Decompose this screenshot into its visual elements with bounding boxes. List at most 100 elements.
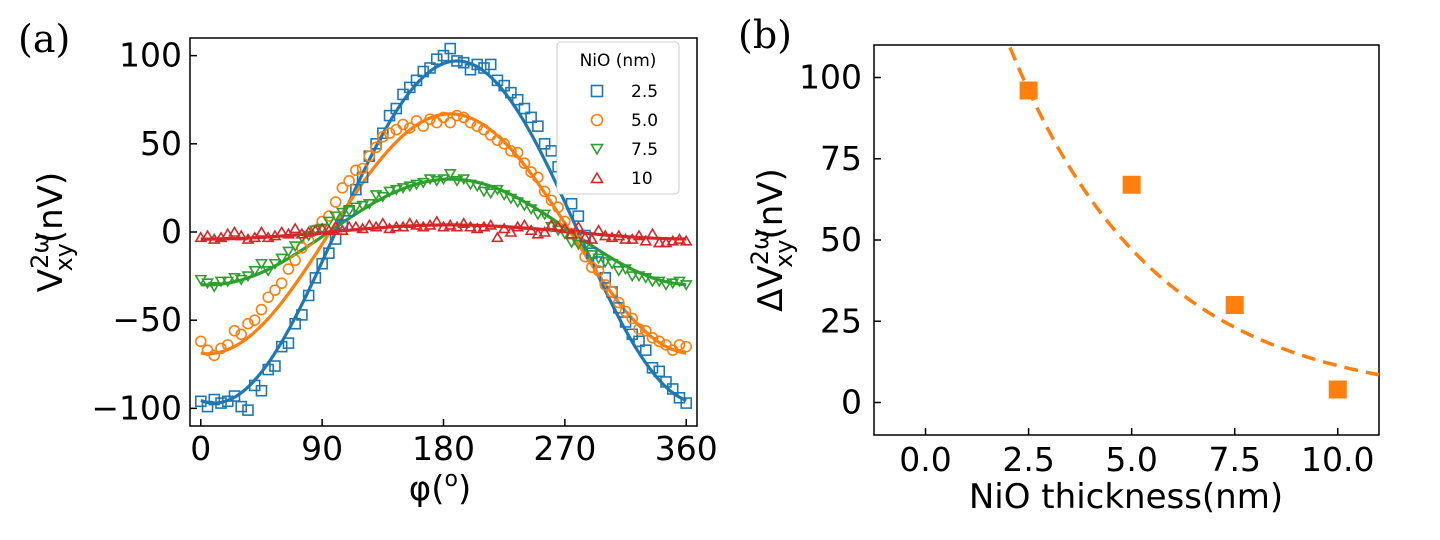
data-point-5.0 (532, 171, 544, 184)
data-point-5.0 (444, 116, 457, 129)
panel-b-fit-curve (1008, 46, 1380, 377)
panel-b-y-ticks: 0 25 50 75 100 (799, 58, 881, 422)
data-point-7.5 (430, 176, 444, 187)
data-point-10 (228, 225, 241, 237)
data-point-5.0 (255, 303, 268, 316)
fit-line-5.0 (200, 112, 687, 356)
data-point-10 (673, 232, 686, 244)
data-point-10 (565, 227, 578, 239)
data-point-5.0 (451, 109, 463, 122)
data-point-7.5 (241, 271, 255, 283)
data-point-2.5 (457, 56, 470, 69)
data-point-2.5 (255, 384, 268, 397)
panel-a-x-ticks: 0 90 180 270 360 (190, 419, 718, 468)
data-point-5.0 (350, 164, 362, 177)
fit-dashed-line (1008, 46, 1380, 377)
data-point-10 (234, 229, 248, 241)
data-point-10 (652, 236, 666, 248)
data-point-10 (679, 234, 693, 246)
data-point-10 (457, 217, 471, 228)
data-point-2.5 (350, 183, 362, 196)
data-point-2.5 (269, 360, 281, 372)
data-point-2.5 (612, 302, 625, 314)
data-point-5.0 (464, 116, 477, 129)
x-tick-label: 90 (301, 429, 343, 468)
legend-label-5.0: 5.0 (631, 111, 658, 131)
data-point-5.0 (289, 254, 301, 267)
x-tick-label: 2.5 (1002, 440, 1054, 479)
data-point-2.5 (316, 257, 328, 270)
data-point-2.5 (309, 272, 322, 284)
data-point-10 (255, 225, 268, 237)
data-point-7.5 (619, 264, 632, 276)
data-point-10 (376, 217, 390, 228)
data-point-7.5 (342, 206, 356, 217)
data-point-10 (504, 225, 518, 237)
x-tick-label: 360 (655, 429, 718, 468)
data-point-2.5 (666, 383, 679, 395)
data-point-7.5 (356, 200, 369, 212)
data-point-7.5 (491, 184, 504, 196)
x-tick-label: 0.0 (899, 440, 951, 479)
data-point-2.5 (228, 390, 241, 402)
data-point-2.5 (444, 42, 457, 55)
data-point-10 (544, 218, 558, 230)
data-point-7.5 (275, 253, 289, 265)
data-point-10 (639, 234, 653, 246)
data-point-2.5 (296, 309, 308, 321)
data-point-5.0 (518, 157, 531, 170)
data-point-5.0 (639, 324, 652, 337)
data-point-5.0 (194, 335, 207, 348)
data-point-5.0 (491, 134, 504, 147)
data-point-2.5 (660, 376, 672, 388)
data-point-10 (248, 231, 262, 243)
data-point-7.5 (261, 265, 275, 277)
data-point-5.0 (215, 342, 227, 355)
legend-title: NiO (nm) (580, 51, 657, 71)
data-point-5.0 (282, 263, 295, 275)
data-point-2.5 (410, 74, 423, 87)
data-point-2.5 (505, 86, 517, 99)
panel-a-x-axis-title: φ(o) (409, 467, 471, 509)
data-point-7.5 (234, 274, 248, 286)
data-point-2.5 (498, 79, 510, 92)
data-point-2.5 (639, 344, 652, 356)
data-point (1225, 296, 1244, 314)
data-point-10 (524, 224, 538, 236)
data-point-5.0 (383, 127, 396, 140)
data-point-2.5 (538, 138, 551, 150)
data-point-5.0 (343, 175, 355, 187)
data-point-2.5 (424, 62, 436, 74)
data-point-2.5 (451, 55, 463, 67)
panel-a-y-ticks: −100 −50 0 50 100 (91, 36, 197, 427)
panel-b-label: (b) (738, 13, 792, 57)
data-point-5.0 (505, 145, 517, 157)
data-point (1019, 81, 1038, 100)
data-point-5.0 (626, 312, 639, 325)
data-point-7.5 (666, 278, 680, 290)
data-point-10 (592, 224, 605, 236)
y-tick-label: 25 (820, 301, 862, 340)
legend-label-2.5: 2.5 (631, 82, 658, 102)
data-point-5.0 (646, 332, 659, 344)
data-point-7.5 (457, 174, 471, 186)
data-point-5.0 (680, 340, 693, 353)
data-point-2.5 (680, 397, 693, 409)
data-point-2.5 (646, 361, 659, 374)
data-point-2.5 (653, 365, 666, 378)
data-point-2.5 (329, 233, 342, 245)
data-point-10 (646, 227, 659, 239)
data-point-2.5 (275, 340, 288, 353)
panel-b-plot-frame (873, 44, 1380, 436)
data-point-7.5 (558, 228, 572, 240)
data-point-7.5 (470, 181, 484, 193)
data-point-7.5 (214, 276, 228, 288)
data-point-2.5 (484, 58, 497, 71)
legend-marker-10 (590, 171, 604, 184)
data-point-10 (571, 220, 585, 232)
data-point-7.5 (416, 177, 430, 189)
data-point-2.5 (242, 404, 254, 416)
data-point (1328, 380, 1347, 399)
data-point-7.5 (383, 186, 396, 198)
y-tick-label: 75 (820, 139, 862, 178)
